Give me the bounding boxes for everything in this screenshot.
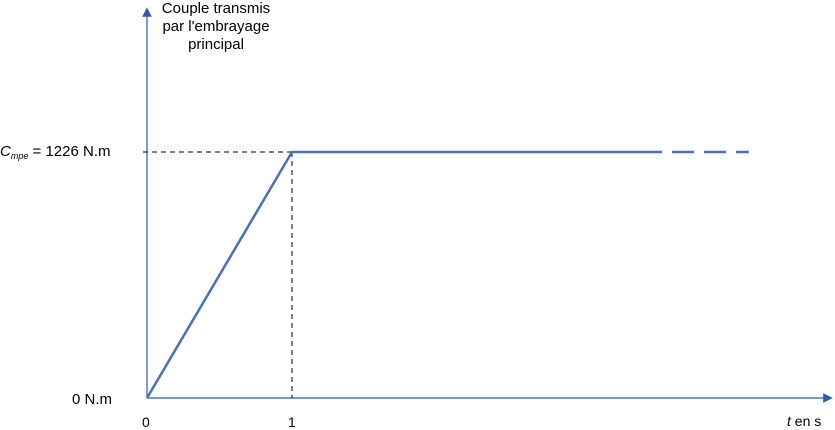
x-axis-label: t en s	[787, 413, 821, 429]
y-axis-label-line-3: principal	[188, 36, 244, 53]
x-tick-0: 0	[142, 414, 150, 430]
x-axis-label-unit: en s	[794, 413, 822, 429]
y-axis-label-line-1: Couple transmis	[161, 0, 271, 17]
max-torque-annotation: Cmpe = 1226 N.m	[0, 143, 111, 161]
annotation-equals: =	[32, 143, 42, 160]
x-tick-1: 1	[288, 414, 296, 430]
annotation-symbol: C	[0, 143, 11, 160]
y-tick-zero: 0 N.m	[72, 391, 113, 408]
x-axis-label-var: t	[787, 413, 791, 429]
annotation-value: 1226 N.m	[45, 143, 111, 160]
series-line	[145, 150, 640, 399]
y-axis-label: Couple transmis par l'embrayage principa…	[150, 0, 282, 54]
annotation-subscript: mpe	[10, 151, 29, 161]
y-axis-label-line-2: par l'embrayage	[162, 18, 270, 35]
